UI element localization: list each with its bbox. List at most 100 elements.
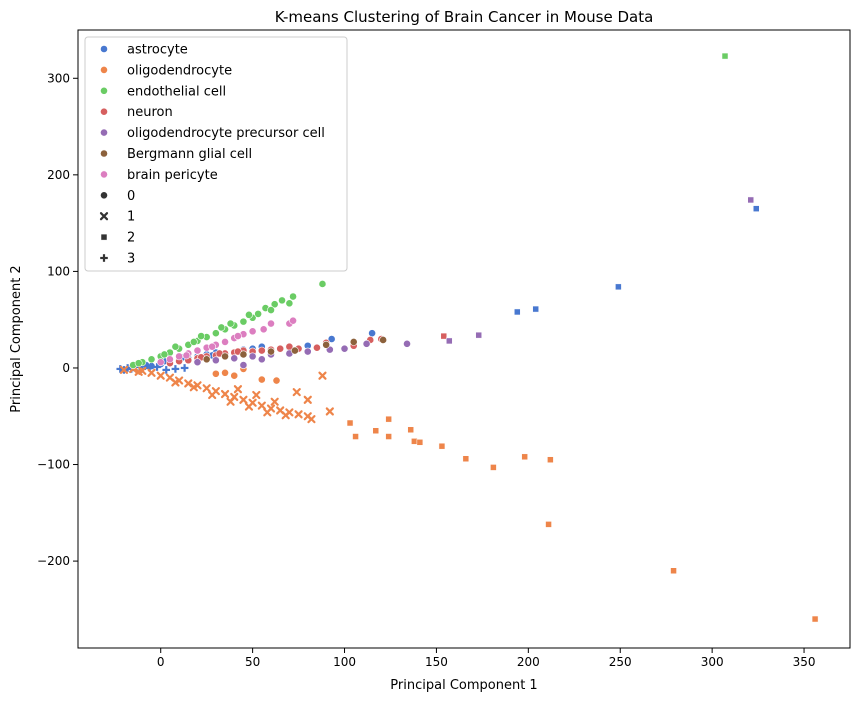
x-tick-label: 100 bbox=[333, 655, 356, 669]
data-point bbox=[285, 299, 294, 308]
y-tick-label: 100 bbox=[47, 264, 70, 278]
data-point bbox=[189, 337, 198, 346]
data-point bbox=[670, 567, 677, 574]
data-point bbox=[162, 366, 171, 374]
data-point bbox=[263, 408, 272, 417]
data-point bbox=[272, 376, 281, 385]
data-point bbox=[446, 337, 453, 345]
legend-marker bbox=[100, 233, 108, 241]
data-point bbox=[368, 329, 376, 338]
y-tick-label: 300 bbox=[47, 71, 70, 85]
data-point bbox=[156, 371, 165, 380]
data-point bbox=[440, 332, 448, 340]
data-point bbox=[313, 343, 321, 352]
data-point bbox=[475, 331, 482, 339]
y-tick-label: 200 bbox=[47, 168, 70, 182]
legend-marker bbox=[99, 212, 109, 221]
x-tick-label: 0 bbox=[157, 655, 165, 669]
data-point bbox=[327, 335, 336, 343]
x-tick-label: 50 bbox=[245, 655, 260, 669]
data-point bbox=[221, 337, 229, 346]
data-point bbox=[811, 615, 819, 623]
data-point bbox=[193, 346, 202, 355]
data-point bbox=[416, 439, 424, 446]
data-point bbox=[156, 358, 165, 367]
data-point bbox=[340, 344, 349, 353]
legend-label: 2 bbox=[127, 231, 135, 246]
x-axis-label: Principal Component 1 bbox=[390, 678, 537, 693]
data-point bbox=[171, 365, 180, 373]
data-point bbox=[220, 389, 230, 399]
data-point bbox=[239, 361, 248, 369]
data-point bbox=[462, 455, 470, 462]
x-tick-label: 300 bbox=[701, 655, 724, 669]
data-point bbox=[193, 381, 202, 390]
data-point bbox=[346, 419, 354, 427]
legend-box bbox=[84, 36, 348, 272]
data-point bbox=[385, 433, 392, 440]
data-point bbox=[747, 196, 754, 204]
data-point bbox=[208, 390, 217, 400]
data-point bbox=[211, 369, 220, 378]
y-axis: −200 −100 0 100 200 300 bbox=[37, 71, 78, 568]
data-point bbox=[545, 521, 552, 528]
data-point bbox=[202, 384, 211, 393]
legend-marker bbox=[100, 66, 108, 74]
data-point bbox=[166, 355, 174, 364]
data-point bbox=[153, 363, 161, 371]
data-points bbox=[116, 52, 819, 623]
data-point bbox=[239, 395, 248, 404]
data-point bbox=[182, 351, 191, 360]
data-point bbox=[239, 350, 248, 359]
x-axis: 0 50 100 150 200 250 300 350 bbox=[157, 648, 816, 669]
data-point bbox=[257, 346, 266, 355]
data-point bbox=[234, 332, 242, 341]
data-point bbox=[248, 327, 257, 336]
data-point bbox=[160, 350, 169, 359]
data-point bbox=[244, 402, 254, 411]
legend-label: endothelial cell bbox=[127, 84, 226, 99]
data-point bbox=[514, 308, 521, 316]
data-point bbox=[189, 383, 198, 392]
data-point bbox=[521, 453, 528, 461]
data-point bbox=[257, 401, 266, 410]
legend-marker bbox=[100, 149, 108, 158]
legend-marker bbox=[100, 86, 108, 95]
data-point bbox=[245, 310, 253, 319]
legend-marker bbox=[100, 191, 108, 200]
data-point bbox=[289, 292, 297, 301]
data-point bbox=[294, 410, 303, 419]
data-point bbox=[385, 415, 392, 423]
data-point bbox=[721, 52, 729, 60]
data-point bbox=[171, 342, 180, 351]
data-point bbox=[202, 355, 211, 364]
y-tick-label: −100 bbox=[37, 458, 70, 472]
data-point bbox=[325, 407, 334, 416]
data-point bbox=[217, 323, 226, 332]
data-point bbox=[352, 433, 359, 440]
data-point bbox=[147, 355, 156, 364]
x-tick-label: 200 bbox=[517, 655, 540, 669]
data-point bbox=[257, 355, 266, 364]
data-point bbox=[372, 427, 380, 434]
data-point bbox=[289, 316, 297, 325]
data-point bbox=[270, 397, 279, 406]
data-point bbox=[278, 296, 286, 305]
data-point bbox=[270, 300, 279, 309]
data-point bbox=[221, 368, 229, 377]
data-point bbox=[318, 371, 327, 380]
legend-marker bbox=[100, 170, 108, 179]
data-point bbox=[147, 368, 156, 377]
plot-frame bbox=[77, 29, 851, 649]
data-point bbox=[303, 347, 312, 356]
data-point bbox=[248, 352, 257, 361]
data-point bbox=[134, 359, 143, 368]
data-point bbox=[171, 378, 180, 387]
data-point bbox=[292, 388, 301, 397]
data-point bbox=[438, 442, 446, 450]
data-point bbox=[276, 344, 285, 353]
data-point bbox=[226, 397, 235, 406]
data-point bbox=[547, 456, 554, 463]
data-point bbox=[362, 339, 371, 348]
data-point bbox=[252, 390, 261, 400]
